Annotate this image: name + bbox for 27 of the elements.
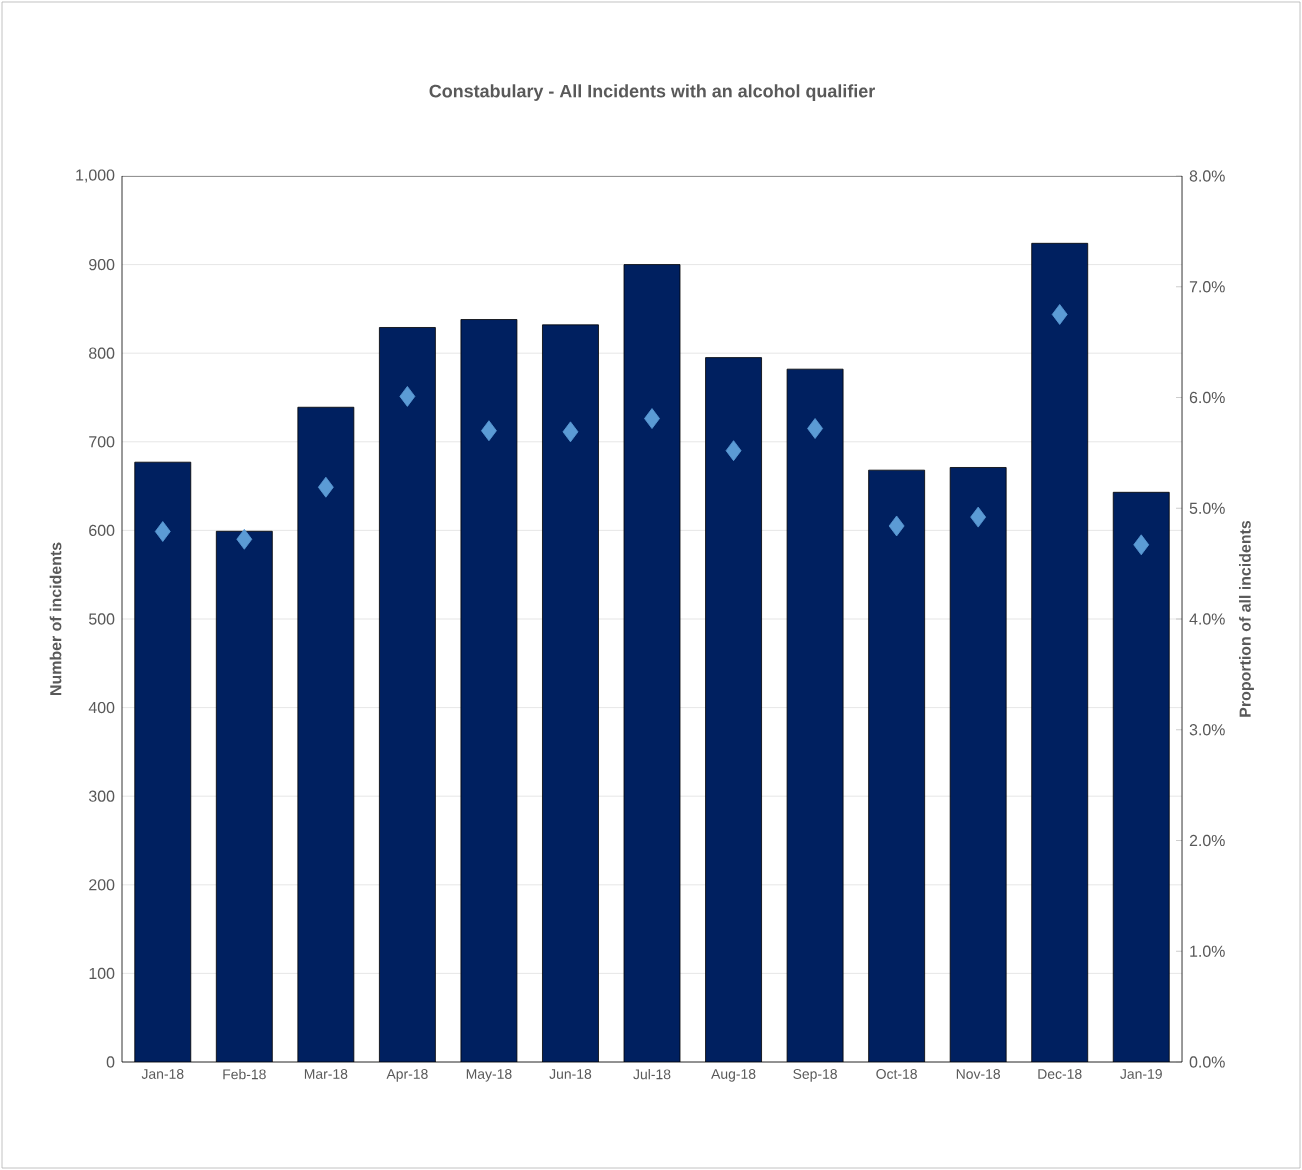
bar (787, 369, 844, 1062)
chart-title: Constabulary - All Incidents with an alcohol qualifier (429, 84, 875, 101)
bar (1031, 243, 1088, 1062)
point (154, 521, 171, 542)
point (970, 506, 987, 528)
bar (379, 327, 436, 1062)
point (562, 421, 579, 443)
bar (460, 319, 517, 1062)
point (1133, 534, 1150, 556)
point (888, 515, 905, 537)
bar (297, 407, 354, 1062)
point (1051, 304, 1068, 325)
point (317, 476, 334, 498)
bar (134, 462, 191, 1062)
point (644, 408, 660, 429)
bar (1112, 491, 1170, 1062)
point (807, 418, 823, 439)
bar (216, 531, 273, 1062)
point (399, 385, 416, 407)
bar (868, 470, 925, 1062)
point (725, 440, 742, 462)
bar (542, 324, 599, 1062)
point (481, 420, 497, 442)
bar (705, 357, 762, 1062)
bar (950, 467, 1007, 1062)
point (236, 528, 253, 550)
bar (624, 264, 681, 1062)
